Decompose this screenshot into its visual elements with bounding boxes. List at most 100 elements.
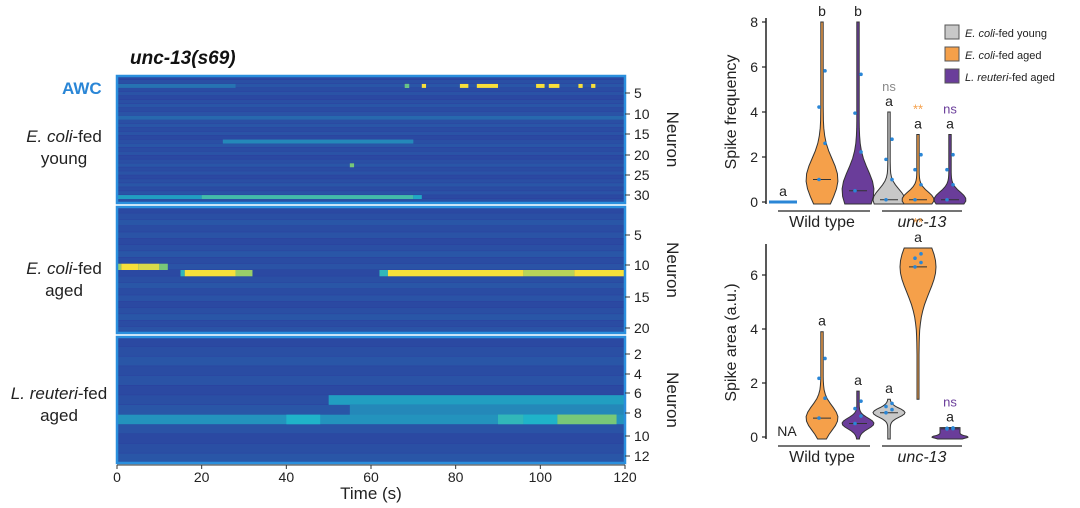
na-label: NA [777,423,797,439]
data-point [919,260,923,265]
time-tick-label: 100 [529,469,553,485]
neuron-tick-label: 25 [634,167,650,183]
heatmap-activity [421,83,427,88]
group-label: unc-13 [898,214,947,231]
data-point [884,410,888,415]
heatmap-activity [121,263,139,270]
y-axis-label: Spike area (a.u.) [723,283,740,401]
data-point [859,150,863,154]
heatmap-row [117,433,625,444]
significance-marker: ** [913,215,923,230]
group-label-lreuteri-aged: L. reuteri-fed aged [10,384,108,425]
y-tick-label: 4 [750,104,758,120]
heatmap-activity [201,195,414,200]
heatmap-activity [117,83,236,88]
y-tick-label: 8 [750,14,758,30]
heatmap-row [117,314,625,320]
data-point [913,167,917,172]
heatmap-activity [548,83,560,88]
heatmap-row [117,83,625,88]
neuron-tick-label: 30 [634,187,650,203]
heatmap-row [117,151,625,155]
group-label: Wild type [789,449,855,466]
y-tick-label: 4 [750,321,758,337]
neuron-tick-label: 20 [634,320,650,336]
significance-letter: a [818,313,826,329]
neuron-axis-label: Neuron [663,112,682,168]
data-point [823,396,827,401]
legend-swatch [944,68,960,84]
data-point [859,414,863,418]
data-point [919,152,923,157]
heatmap-row [117,107,625,112]
legend: E. coli-fed young E. coli-fed aged L. reut… [944,24,1055,84]
legend-label: E. coli-fed aged [965,50,1041,62]
heatmap-row [117,238,625,245]
data-point [951,426,955,430]
heatmap-row [117,111,625,116]
violin [901,134,935,205]
heatmap-row [117,356,625,366]
legend-label: L. reuteri-fed aged [965,72,1055,84]
heatmap-row [117,288,625,295]
significance-letter: b [818,3,826,19]
heatmap-row [117,159,625,163]
heatmap-activity [578,83,583,88]
heatmap-activity [574,270,625,277]
time-tick-label: 80 [448,469,464,485]
violin [931,427,969,440]
heatmap-row [117,79,625,84]
heatmap-row [117,270,625,276]
violin [872,111,906,205]
data-point [817,105,821,109]
data-point [913,256,917,261]
heatmap-row [117,424,625,434]
heatmap-panel-frame [115,335,627,465]
data-point [951,152,955,157]
y-tick-label: 2 [750,375,758,391]
heatmap-row [117,199,625,203]
neuron-tick-label: 15 [634,289,650,305]
heatmap-row [117,366,625,376]
heatmap-row [117,76,625,80]
heatmap-row [117,119,625,124]
heatmap-activity [117,414,625,425]
violin [872,398,906,440]
significance-letter: a [779,183,787,199]
heatmap-activity [379,270,388,277]
data-point [945,167,949,172]
data-point [817,416,821,420]
time-tick-label: 20 [194,469,210,485]
data-point [890,177,894,182]
time-axis-label: Time (s) [340,484,402,503]
heatmap-activity [498,414,524,425]
neuron-tick-label: 15 [634,126,650,142]
group-label: unc-13 [898,449,947,466]
heatmap-row [117,346,625,356]
heatmap-axes: 5 10 15 20 25 30 Neuron 5 10 15 20 Neuron 2 4 6 8 10 12 Ne… [113,85,682,503]
neuron-tick-label: 5 [634,85,642,101]
neuron-tick-label: 20 [634,147,650,163]
heatmap-title: unc-13(s69) [130,48,236,69]
heatmap-row [117,147,625,152]
time-tick-label: 0 [113,469,121,485]
heatmap-row [117,443,625,453]
heatmap-panel-frame [115,74,627,205]
neuron-tick-label: 10 [634,428,650,444]
group-label-ecoli-aged: E. coli-fed aged [26,259,102,300]
y-tick-label: 2 [750,149,758,165]
data-point [884,404,888,409]
heatmap-activity [328,395,625,405]
significance-marker: ** [913,102,923,117]
significance-letter: b [854,3,862,19]
heatmap-row [117,320,625,327]
heatmap-row [117,263,625,270]
heatmap-activity [387,270,524,277]
heatmap-row [117,191,625,195]
data-point [890,137,894,142]
heatmap-row [117,127,625,132]
heatmap-row [117,207,625,213]
data-point [817,177,821,182]
significance-letter: a [914,116,922,132]
time-tick-label: 40 [279,469,295,485]
